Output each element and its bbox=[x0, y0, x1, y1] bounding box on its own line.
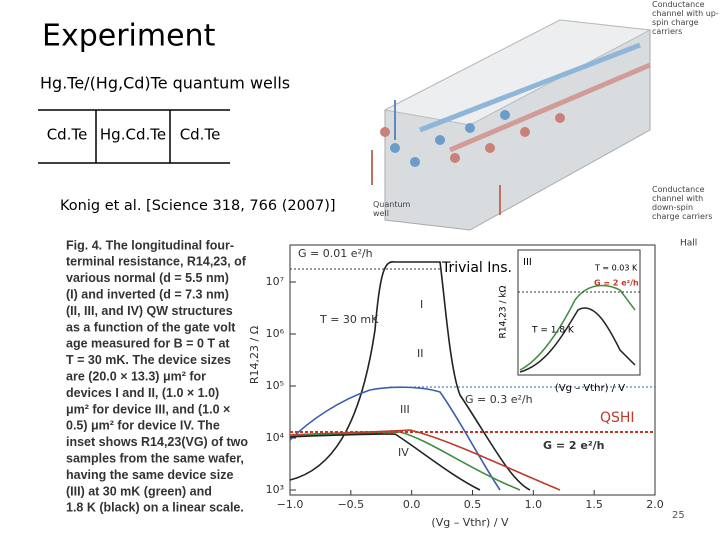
y-axis-label: R14,23 / Ω bbox=[248, 326, 261, 384]
annotation: I bbox=[420, 298, 423, 311]
inset-axis-label: (Vg – Vthr) / V bbox=[555, 383, 625, 394]
caption-line: (III) at 30 mK (green) and bbox=[66, 484, 212, 498]
caption-line: (I) and inverted (d = 7.3 nm) bbox=[66, 287, 229, 301]
annotation: IV bbox=[398, 446, 409, 459]
annotation: G = 0.01 e²/h bbox=[298, 247, 373, 260]
inset-frame bbox=[517, 249, 641, 376]
inset-label: T = 0.03 K bbox=[594, 264, 638, 273]
caption-line: as a function of the gate volt bbox=[66, 320, 236, 334]
caption-line: Fig. 4. The longitudinal four- bbox=[66, 238, 234, 252]
annotation: Trivial Ins. bbox=[441, 260, 512, 276]
schematic bbox=[371, 19, 652, 231]
annotation: Hall bbox=[680, 239, 697, 249]
x-axis-label: (Vg – Vthr) / V bbox=[431, 516, 509, 529]
subtitle: Hg.Te/(Hg,Cd)Te quantum wells bbox=[40, 74, 290, 93]
title: Experiment bbox=[42, 19, 216, 54]
annotation: G = 0.3 e²/h bbox=[465, 393, 533, 406]
curves bbox=[289, 260, 561, 491]
x-tick-label: 0.5 bbox=[464, 498, 482, 511]
x-tick-label: −0.5 bbox=[337, 498, 364, 511]
layer: Hg.Cd.Te bbox=[100, 126, 166, 144]
caption-line: various normal (d = 5.5 nm) bbox=[66, 271, 229, 285]
y-ticks: 10³ 10⁴ 10⁵ 10⁶ 10⁷ bbox=[266, 275, 296, 496]
x-tick-label: −1.0 bbox=[277, 498, 304, 511]
annotation: QSHI bbox=[600, 410, 635, 426]
caption-line: μm² for device III, and (1.0 × bbox=[66, 402, 230, 416]
y-tick-label: 10⁵ bbox=[266, 379, 284, 392]
inset-label: III bbox=[523, 257, 532, 268]
slide-number: 25 bbox=[672, 510, 685, 521]
caption-line: samples from the same wafer, bbox=[66, 451, 244, 465]
y-tick-label: 10⁷ bbox=[266, 275, 284, 288]
x-tick-label: 2.0 bbox=[646, 498, 664, 511]
y-tick-label: 10⁴ bbox=[266, 431, 285, 444]
layer: Cd.Te bbox=[47, 126, 88, 144]
citation: Konig et al. [Science 318, 766 (2007)] bbox=[60, 198, 336, 214]
caption-line: T = 30 mK. The device sizes bbox=[66, 353, 231, 367]
x-tick-label: 0.0 bbox=[403, 498, 421, 511]
y-tick-label: 10³ bbox=[266, 483, 284, 496]
caption-line: age measured for B = 0 T at bbox=[66, 337, 230, 351]
x-ticks: −1.0 −0.5 0.0 0.5 1.0 1.5 2.0 bbox=[277, 490, 664, 511]
inset-curve bbox=[519, 307, 636, 373]
caption: Fig. 4. The longitudinal four-terminal r… bbox=[66, 238, 248, 514]
x-tick-label: 1.0 bbox=[525, 498, 543, 511]
caption-line: 1.8 K (black) on a linear scale. bbox=[66, 501, 244, 515]
y-tick-label: 10⁶ bbox=[266, 327, 285, 340]
layer: Cd.Te bbox=[180, 126, 221, 144]
caption-line: inset shows R14,23(VG) of two bbox=[66, 435, 248, 449]
inset-curve bbox=[519, 284, 636, 371]
x-tick-label: 1.5 bbox=[585, 498, 603, 511]
caption-line: (II, III, and IV) QW structures bbox=[66, 304, 233, 318]
annotation: G = 2 e²/h bbox=[543, 439, 605, 452]
annotation: T = 30 mK bbox=[319, 313, 379, 326]
inset-label: T = 1.8 K bbox=[531, 326, 575, 336]
caption-line: having the same device size bbox=[66, 468, 233, 482]
inset-axis-label: R14,23 / kΩ bbox=[499, 285, 509, 338]
schematic-label: Conductance channel with down-spin charg… bbox=[652, 185, 712, 221]
schematic-label: Conductance channel with up-spin charge … bbox=[652, 0, 719, 36]
schematic-label: Quantum well bbox=[373, 200, 410, 218]
annotation: II bbox=[417, 347, 424, 360]
annotation: III bbox=[400, 403, 410, 416]
inset-label: G = 2 e²/h bbox=[594, 279, 639, 288]
caption-line: terminal resistance, R14,23, of bbox=[66, 255, 247, 269]
caption-line: devices I and II, (1.0 × 1.0) bbox=[66, 386, 219, 400]
caption-line: are (20.0 × 13.3) μm² for bbox=[66, 369, 206, 383]
caption-line: 0.5) μm² for device IV. The bbox=[66, 419, 220, 433]
